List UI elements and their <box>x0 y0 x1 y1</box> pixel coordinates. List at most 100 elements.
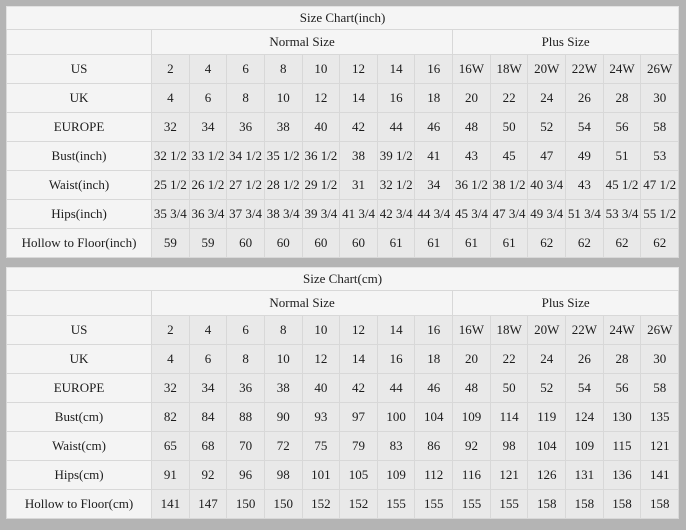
table-cell: 52 <box>527 373 567 403</box>
table-cell: 36 1/2 <box>452 170 491 200</box>
table-cell: 109 <box>565 431 604 461</box>
table-cell: 51 3/4 <box>565 199 604 229</box>
table-cell: 101 <box>301 460 341 490</box>
table-cell: 34 <box>188 112 228 142</box>
table-cell: 26 <box>565 83 604 113</box>
table-cell: 32 1/2 <box>151 141 190 171</box>
table-cell: 141 <box>151 489 190 519</box>
row-label: EUROPE <box>6 112 152 142</box>
table-cell: 41 3/4 <box>339 199 378 229</box>
table-cell: 39 1/2 <box>376 141 416 171</box>
table-cell: 98 <box>489 431 529 461</box>
table-cell: 141 <box>640 460 680 490</box>
table-row: Waist(cm) 65 68 70 72 75 79 83 86 92 98 104 109 115 12… <box>6 431 680 461</box>
table-cell: 158 <box>527 489 567 519</box>
table-cell: 36 3/4 <box>188 199 228 229</box>
table-cell: 36 <box>226 112 265 142</box>
table-cell: 93 <box>301 402 341 432</box>
table-cell: 54 <box>565 112 604 142</box>
table-cell: 62 <box>565 228 604 258</box>
table-cell: 20 <box>452 83 491 113</box>
table-cell: 6 <box>188 83 228 113</box>
chart-title: Size Chart(cm) <box>5 267 680 291</box>
table-cell: 26W <box>640 54 680 84</box>
table-cell: 27 1/2 <box>226 170 265 200</box>
table-cell: 18 <box>414 83 454 113</box>
table-cell: 112 <box>414 460 454 490</box>
row-label: UK <box>6 83 152 113</box>
row-label: EUROPE <box>6 373 152 403</box>
table-cell: 16 <box>414 315 454 345</box>
table-cell: 45 1/2 <box>602 170 642 200</box>
table-cell: 14 <box>376 315 416 345</box>
table-cell: 155 <box>452 489 491 519</box>
table-cell: 59 <box>151 228 190 258</box>
row-label: Hollow to Floor(inch) <box>6 228 152 258</box>
table-cell: 60 <box>226 228 265 258</box>
table-cell: 38 <box>339 141 378 171</box>
table-cell: 31 <box>339 170 378 200</box>
table-cell: 16 <box>376 344 416 374</box>
table-cell: 42 3/4 <box>376 199 416 229</box>
table-cell: 46 <box>414 112 454 142</box>
table-cell: 12 <box>339 54 378 84</box>
table-cell: 2 <box>151 315 190 345</box>
table-cell: 32 1/2 <box>376 170 416 200</box>
table-cell: 150 <box>263 489 303 519</box>
table-cell: 44 <box>376 373 416 403</box>
table-cell: 86 <box>414 431 454 461</box>
table-cell: 44 3/4 <box>414 199 454 229</box>
table-cell: 62 <box>602 228 642 258</box>
table-cell: 48 <box>452 112 491 142</box>
table-cell: 8 <box>226 83 265 113</box>
table-cell: 152 <box>301 489 341 519</box>
table-cell: 29 1/2 <box>301 170 341 200</box>
table-cell: 16 <box>414 54 454 84</box>
table-cell: 92 <box>452 431 491 461</box>
table-cell: 14 <box>339 344 378 374</box>
table-cell: 60 <box>339 228 378 258</box>
table-cell: 24W <box>602 315 642 345</box>
table-cell: 130 <box>602 402 642 432</box>
table-cell: 34 <box>414 170 454 200</box>
table-cell: 70 <box>226 431 265 461</box>
table-cell: 49 3/4 <box>527 199 567 229</box>
row-label: Waist(inch) <box>6 170 152 200</box>
table-cell: 34 1/2 <box>226 141 265 171</box>
table-cell: 97 <box>339 402 378 432</box>
table-cell: 8 <box>226 344 265 374</box>
table-cell: 56 <box>602 373 642 403</box>
table-cell: 30 <box>640 83 680 113</box>
table-cell: 22 <box>489 344 529 374</box>
table-cell: 98 <box>263 460 303 490</box>
table-cell: 34 <box>188 373 228 403</box>
table-cell: 4 <box>151 344 190 374</box>
table-cell: 30 <box>640 344 680 374</box>
table-cell: 41 <box>414 141 454 171</box>
table-cell: 18 <box>414 344 454 374</box>
table-cell: 54 <box>565 373 604 403</box>
table-cell: 47 3/4 <box>489 199 529 229</box>
table-cell: 105 <box>339 460 378 490</box>
table-row: Bust(cm) 82 84 88 90 93 97 100 104 109 114 119 124 13… <box>6 402 680 432</box>
table-cell: 4 <box>151 83 190 113</box>
table-cell: 38 <box>263 112 303 142</box>
table-cell: 53 3/4 <box>602 199 642 229</box>
table-cell: 12 <box>301 83 341 113</box>
table-cell: 8 <box>263 54 303 84</box>
table-cell: 6 <box>188 344 228 374</box>
table-cell: 10 <box>301 54 341 84</box>
table-cell: 26 <box>565 344 604 374</box>
group-header-normal-size: Normal Size <box>150 29 454 55</box>
row-label: UK <box>6 344 152 374</box>
table-cell: 2 <box>151 54 190 84</box>
table-cell: 60 <box>301 228 341 258</box>
table-cell: 40 <box>301 112 341 142</box>
group-header-plus-size: Plus Size <box>452 290 680 316</box>
table-cell: 109 <box>452 402 491 432</box>
table-cell: 83 <box>376 431 416 461</box>
table-cell: 84 <box>188 402 228 432</box>
table-cell: 47 1/2 <box>640 170 680 200</box>
table-cell: 158 <box>640 489 680 519</box>
